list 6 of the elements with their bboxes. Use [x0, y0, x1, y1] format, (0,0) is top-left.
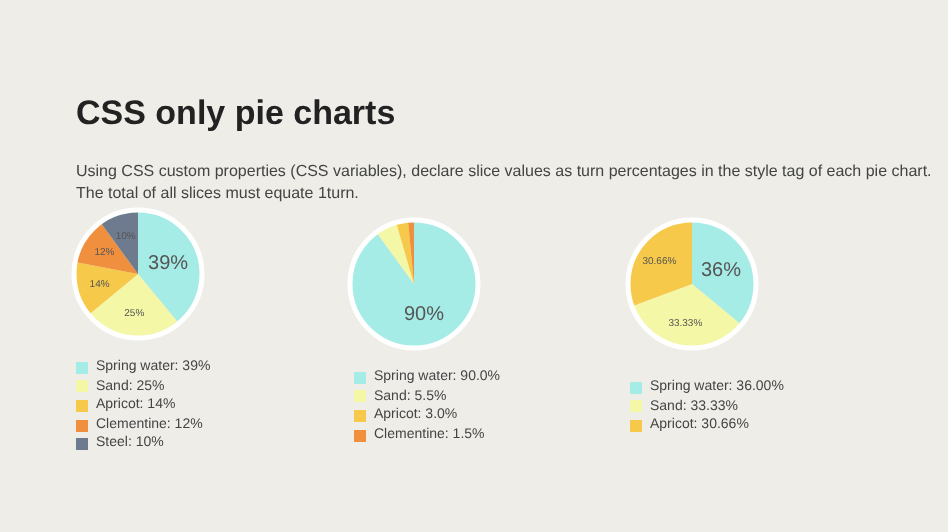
- data-label: 39%: [148, 252, 189, 275]
- text: Using CSS custom properties (CSS variables), declare slice values as turn percentages in the style tag of each pie chart.: [76, 162, 932, 180]
- text: CSS only pie charts: [76, 94, 396, 134]
- data-label: 90%: [403, 303, 445, 326]
- data-label: 36%: [700, 259, 742, 282]
- text: The total of all slices must equate 1turn.: [76, 184, 359, 202]
